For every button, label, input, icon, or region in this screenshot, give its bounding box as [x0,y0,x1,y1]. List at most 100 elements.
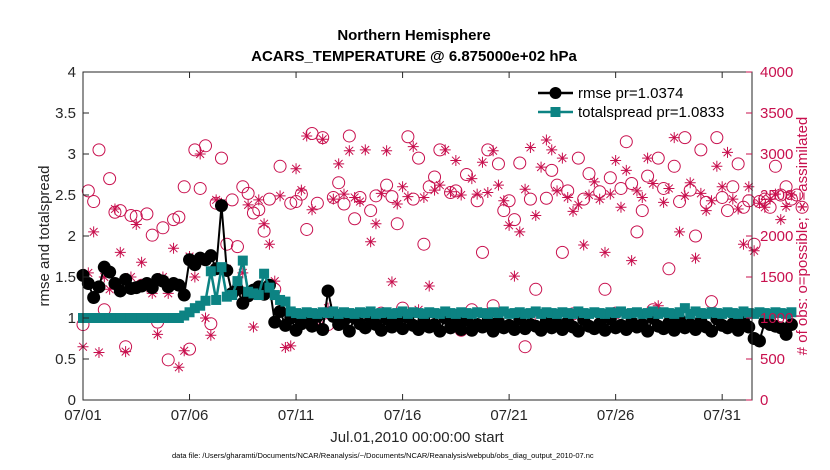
totalspread-point [488,307,499,318]
rmse-point [534,323,548,337]
rmse-point [571,324,585,338]
totalspread-point [701,308,712,319]
totalspread-point [189,303,200,314]
obs-possible-point [236,180,250,194]
totalspread-point [599,308,610,319]
obs-assimilated-point [168,242,180,254]
obs-possible-point [625,177,639,191]
rmse-point [204,249,218,263]
plot-marks [76,127,809,373]
obs-assimilated-point [679,190,691,202]
totalspread-point [749,308,760,319]
obs-assimilated-point [695,187,707,199]
rmse-point [454,322,468,336]
obs-possible-point [710,131,724,145]
totalspread-point [466,308,477,319]
obs-possible-point [390,217,404,231]
obs-assimilated-point [397,181,409,193]
totalspread-point [152,313,163,323]
obs-possible-point [689,229,703,243]
totalspread-point [227,290,238,301]
totalspread-point [711,308,722,319]
obs-assimilated-point [210,194,222,206]
obs-assimilated-point [562,191,574,203]
totalspread-point [733,308,744,319]
obs-possible-point [422,180,436,194]
obs-assimilated-point [290,163,302,175]
rmse-point [172,278,186,292]
totalspread-point [397,306,408,317]
obs-possible-point [795,200,809,214]
obs-possible-point [401,130,415,144]
totalspread-point [493,308,504,319]
rmse-point [92,280,106,294]
rmse-point [321,284,335,298]
right-y-tick-label: 4000 [760,64,793,81]
data-file-footnote: data file: /Users/gharamti/Documents/NCA… [172,451,594,460]
totalspread-point [323,308,334,319]
rmse-point [598,323,612,337]
obs-assimilated-point [487,145,499,157]
totalspread-point [557,307,568,318]
totalspread-point [125,313,136,323]
totalspread-point [259,268,270,279]
obs-assimilated-point [258,218,270,230]
x-tick-label: 07/06 [171,407,209,424]
obs-possible-point [635,204,649,218]
obs-possible-point [342,129,356,143]
obs-possible-point [220,237,234,251]
totalspread-point [168,313,179,323]
obs-assimilated-point [626,255,638,267]
obs-assimilated-point [93,346,105,358]
obs-assimilated-point [620,164,632,176]
totalspread-point [328,306,339,317]
right-y-tick-label: 0 [760,392,768,409]
legend-totalspread-label: totalspread pr=1.0833 [578,104,724,121]
right-y-tick-label: 3500 [760,105,793,122]
obs-assimilated-point [130,219,142,231]
totalspread-point [642,308,653,319]
obs-possible-point [284,196,298,210]
right-y-tick-label: 1500 [760,269,793,286]
obs-assimilated-point [242,199,254,211]
rmse-point [396,322,410,336]
obs-assimilated-point [540,134,552,146]
totalspread-point [738,306,749,317]
right-y-axis-label: # of obs: o=possible; ∗=assimilated [794,117,811,356]
legend-box [533,80,746,123]
obs-possible-point [539,191,553,205]
obs-assimilated-point [690,252,702,264]
obs-possible-point [667,159,681,173]
totalspread-point [472,307,483,318]
obs-assimilated-point [780,200,792,212]
obs-assimilated-point [194,148,206,160]
rmse-point [705,324,719,338]
obs-assimilated-point [498,195,510,207]
right-y-axis: 0 500 1000 1500 2000 2500 3000 3500 4000 [746,64,793,409]
totalspread-point [514,307,525,318]
totalspread-point [211,294,222,305]
obs-assimilated-point [178,345,190,357]
rmse-point [214,199,228,213]
obs-assimilated-point [578,239,590,251]
totalspread-point [765,308,776,319]
obs-possible-point [555,245,569,259]
totalspread-point [754,307,765,318]
rmse-point [731,323,745,337]
obs-possible-point [619,135,633,149]
rmse-point [113,284,127,298]
obs-assimilated-point [700,205,712,217]
totalspread-point [301,307,312,318]
totalspread-point [530,306,541,317]
obs-assimilated-point [434,179,446,191]
obs-possible-point [332,176,346,190]
obs-assimilated-point [109,203,121,215]
obs-assimilated-point [439,144,451,156]
obs-possible-point [199,139,213,153]
rmse-point [316,322,330,336]
right-y-tick-label: 500 [760,351,785,368]
x-tick-label: 07/01 [64,407,102,424]
obs-possible-point [348,212,362,226]
totalspread-point [141,313,152,323]
obs-assimilated-point [381,145,393,157]
